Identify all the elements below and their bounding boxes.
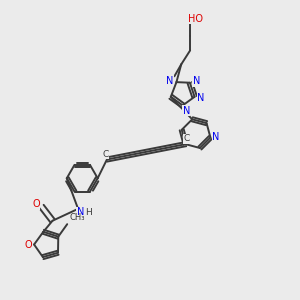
Text: N: N [197,93,205,103]
Text: O: O [32,199,40,209]
Text: H: H [85,208,92,217]
Text: N: N [193,76,200,86]
Text: C: C [102,150,109,159]
Text: O: O [25,239,32,250]
Text: CH₃: CH₃ [70,213,85,222]
Text: C: C [183,134,189,143]
Text: HO: HO [188,14,203,24]
Text: N: N [212,133,220,142]
Text: N: N [166,76,174,85]
Text: N: N [77,207,84,218]
Text: N: N [183,106,190,116]
